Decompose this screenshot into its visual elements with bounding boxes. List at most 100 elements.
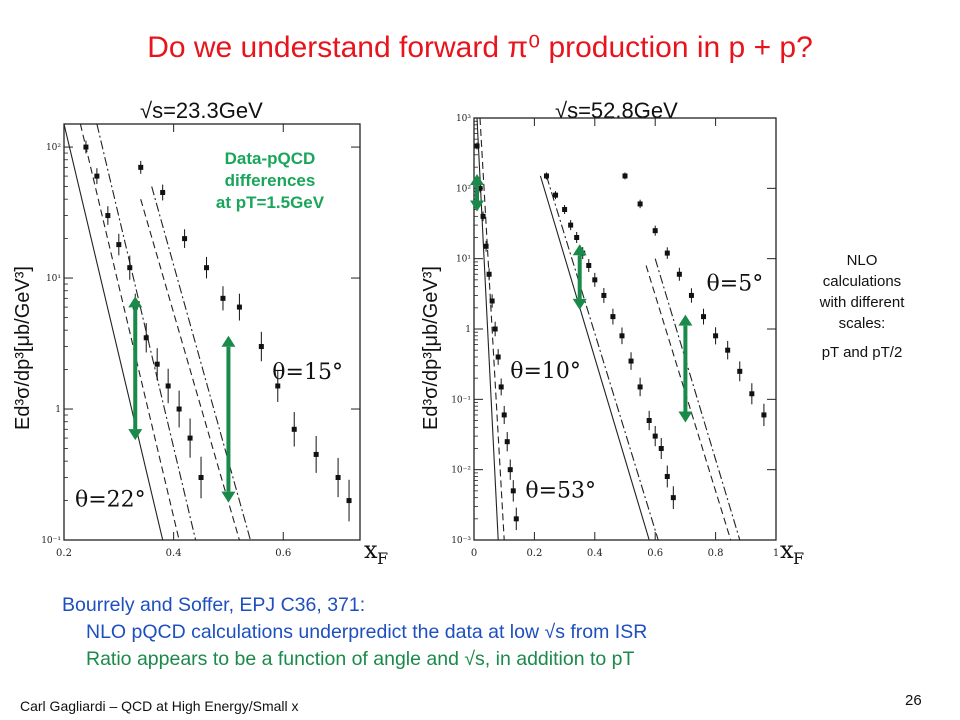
left-plot-frame — [63, 123, 361, 541]
left-energy-label: √s=23.3GeV — [140, 98, 263, 123]
right-data-point — [492, 326, 498, 332]
right-x-tick-label-5: 1 — [773, 548, 779, 559]
right-data-point — [562, 207, 568, 213]
right-data-point — [501, 412, 507, 418]
right-x-axis-label: x — [780, 536, 794, 564]
nlo-note-line-5: pT and pT/2 — [821, 344, 903, 361]
left-nlo-curve-2 — [96, 123, 197, 541]
right-arrow-head-top — [678, 314, 693, 326]
left-data-point — [127, 265, 133, 271]
left-nlo-curve-1 — [79, 123, 180, 541]
title-text: Do we understand forward π⁰ production i… — [147, 31, 813, 64]
left-y-tick-label-2: 10¹ — [46, 274, 61, 284]
right-data-point — [713, 333, 719, 339]
left-x-tick-label-1: 0.4 — [166, 548, 182, 559]
left-arrow-head-top — [128, 296, 143, 308]
bottom-line-2: NLO pQCD calculations underpredict the d… — [86, 621, 648, 643]
right-data-point — [489, 298, 495, 304]
right-y-tick-label-0: 10⁻³ — [451, 536, 471, 546]
right-x-tick-label-0: 0 — [471, 548, 477, 559]
right-nlo-curve-4 — [645, 265, 732, 541]
left-data-point — [116, 242, 122, 248]
right-data-point — [592, 277, 598, 283]
footer: Carl Gagliardi – QCD at High Energy/Smal… — [20, 698, 299, 714]
left-data-point — [182, 236, 188, 242]
right-x-tick-label-3: 0.6 — [647, 548, 663, 559]
right-data-point — [574, 234, 580, 240]
right-data-point — [628, 358, 634, 364]
left-nlo-curve-0 — [63, 123, 164, 541]
right-y-tick-label-5: 10² — [456, 184, 471, 194]
left-x-tick-label-2: 0.6 — [275, 548, 291, 559]
right-data-point — [480, 213, 486, 219]
left-nlo-curve-4 — [151, 186, 251, 541]
right-data-point — [498, 384, 504, 390]
right-data-point — [477, 185, 483, 191]
right-data-point — [553, 192, 559, 198]
right-nlo-curve-2 — [539, 175, 650, 541]
left-x-tick-label-0: 0.2 — [56, 548, 72, 559]
right-angle-label-2: θ=5° — [707, 272, 764, 297]
slide-title: Do we understand forward π⁰ production i… — [0, 30, 960, 65]
right-y-tick-label-2: 10⁻¹ — [451, 395, 471, 405]
left-data-point — [346, 498, 352, 504]
right-arrow-head-bottom — [572, 298, 587, 310]
left-data-point — [291, 426, 297, 432]
page-number: 26 — [905, 692, 922, 709]
green-note-line-1: Data-pQCD — [224, 149, 316, 168]
green-note: Data-pQCD differences at pT=1.5GeV — [190, 148, 350, 214]
green-note-line-3: at pT=1.5GeV — [215, 193, 325, 212]
right-y-tick-label-3: 1 — [465, 325, 471, 335]
bottom-line-3: Ratio appears to be a function of angle … — [86, 648, 635, 670]
right-nlo-curve-1 — [479, 117, 505, 541]
right-arrow-head-bottom — [470, 200, 485, 212]
right-data-point — [619, 333, 625, 339]
right-data-point — [568, 222, 574, 228]
left-data-point — [154, 361, 160, 367]
right-data-point — [504, 439, 510, 445]
right-data-point — [637, 384, 643, 390]
green-note-line-2: differences — [224, 171, 316, 190]
left-data-point — [176, 406, 182, 412]
right-data-point — [646, 418, 652, 424]
left-data-point — [275, 383, 281, 389]
right-angle-label-1: θ=53° — [525, 479, 596, 504]
left-data-point — [204, 265, 210, 271]
right-nlo-curve-5 — [654, 258, 741, 541]
left-y-tick-label-3: 10² — [46, 143, 61, 153]
left-data-point — [105, 213, 111, 219]
left-x-axis-label: x — [364, 536, 378, 564]
left-data-point — [313, 451, 319, 457]
right-data-point — [543, 173, 549, 179]
left-y-tick-label-1: 1 — [55, 405, 61, 415]
right-data-point — [474, 143, 480, 149]
right-data-point — [664, 473, 670, 479]
left-data-point — [83, 144, 89, 150]
right-data-point — [652, 433, 658, 439]
right-data-point — [670, 495, 676, 501]
right-x-axis-label-sub: F — [793, 549, 804, 568]
right-data-point — [637, 201, 643, 207]
right-data-point — [688, 292, 694, 298]
left-angle-label-1: θ=15° — [272, 360, 343, 385]
bottom-line-1: Bourrely and Soffer, EPJ C36, 371: — [62, 594, 366, 616]
right-arrow-head-top — [470, 173, 485, 185]
left-data-point — [143, 335, 149, 341]
right-data-point — [586, 262, 592, 268]
left-data-point — [165, 383, 171, 389]
right-data-point — [652, 228, 658, 234]
right-data-point — [495, 354, 501, 360]
right-angle-label-0: θ=10° — [510, 359, 581, 384]
left-data-point — [160, 189, 166, 195]
left-data-point — [335, 475, 341, 481]
left-arrow-head-bottom — [221, 491, 236, 503]
left-data-point — [258, 344, 264, 350]
left-y-tick-label-0: 10⁻¹ — [41, 536, 61, 546]
nlo-note-line-4: scales: — [838, 315, 886, 332]
left-data-point — [220, 295, 226, 301]
nlo-note: NLO calculations with different scales: … — [792, 250, 932, 363]
right-data-point — [486, 271, 492, 277]
right-data-point — [622, 173, 628, 179]
nlo-note-line-1: NLO — [846, 252, 878, 269]
left-nlo-curve-3 — [140, 199, 240, 541]
